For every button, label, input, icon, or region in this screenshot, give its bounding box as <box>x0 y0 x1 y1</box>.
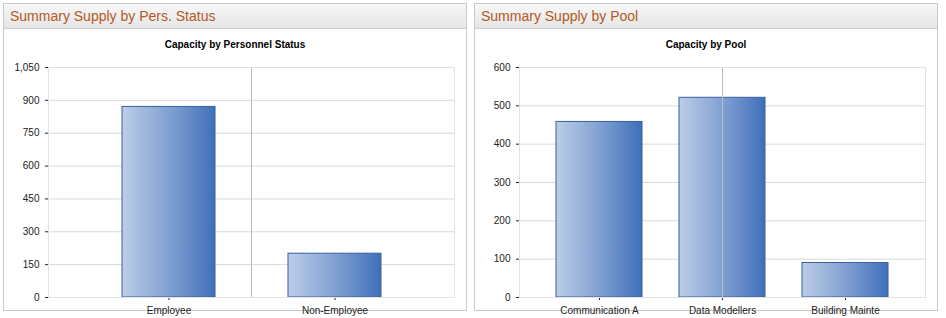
svg-text:200: 200 <box>494 215 511 226</box>
svg-text:400: 400 <box>494 138 511 149</box>
svg-text:Data Modellers: Data Modellers <box>689 305 756 316</box>
svg-text:1,050: 1,050 <box>14 62 39 73</box>
svg-text:Non-Employee: Non-Employee <box>302 305 369 316</box>
svg-text:Employee: Employee <box>147 305 192 316</box>
svg-text:300: 300 <box>494 177 511 188</box>
svg-text:150: 150 <box>23 259 40 270</box>
svg-text:750: 750 <box>23 127 40 138</box>
html-text:Capacity by Pool: Capacity by Pool <box>665 39 747 50</box>
svg-text:450: 450 <box>23 193 40 204</box>
svg-text:Communication A: Communication A <box>560 305 639 316</box>
svg-text:600: 600 <box>494 62 511 73</box>
svg-text:100: 100 <box>494 253 511 264</box>
svg-text:600: 600 <box>23 160 40 171</box>
svg-text:500: 500 <box>494 100 511 111</box>
svg-text:0: 0 <box>34 292 40 303</box>
svg-text:0: 0 <box>505 292 511 303</box>
svg-text:900: 900 <box>23 95 40 106</box>
svg-text:300: 300 <box>23 226 40 237</box>
html-text:Capacity by Personnel Status: Capacity by Personnel Status <box>164 39 306 50</box>
html-text:Summary Supply by Pers. Status: Summary Supply by Pers. Status <box>10 8 216 24</box>
html-text:Summary Supply by Pool: Summary Supply by Pool <box>481 8 639 24</box>
svg-text:Building Mainte: Building Mainte <box>811 305 880 316</box>
